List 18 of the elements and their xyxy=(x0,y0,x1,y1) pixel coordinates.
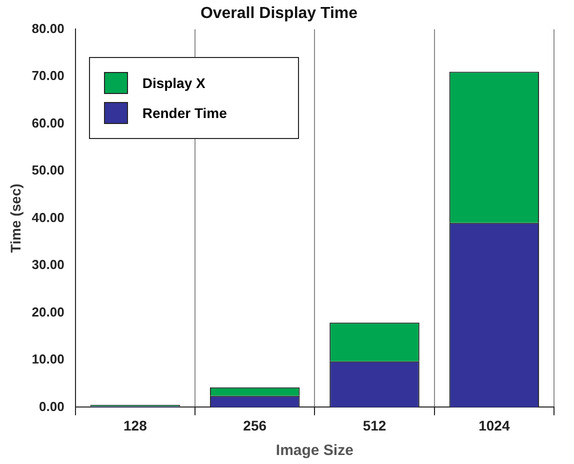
x-tick-label: 512 xyxy=(362,417,386,434)
legend-label: Render Time xyxy=(142,105,227,122)
x-tick-label: 256 xyxy=(243,417,267,434)
y-tick-label: 20.00 xyxy=(32,304,64,320)
y-axis-title: Time (sec) xyxy=(7,184,24,253)
y-tick-label: 60.00 xyxy=(32,115,64,130)
y-tick-label: 40.00 xyxy=(32,210,64,225)
x-tick-label: 128 xyxy=(123,417,148,434)
y-tick-label: 0.00 xyxy=(39,398,64,414)
chart-title: Overall Display Time xyxy=(200,5,358,22)
x-tick-label: 1024 xyxy=(478,417,510,434)
y-tick-label: 50.00 xyxy=(32,162,64,178)
y-tick-label: 10.00 xyxy=(32,352,64,367)
legend-label: Display X xyxy=(142,75,206,92)
y-tick-label: 30.00 xyxy=(32,257,64,272)
y-tick-label: 70.00 xyxy=(32,68,64,84)
y-tick-label: 80.00 xyxy=(32,20,64,36)
x-axis-title: Image Size xyxy=(276,442,354,460)
